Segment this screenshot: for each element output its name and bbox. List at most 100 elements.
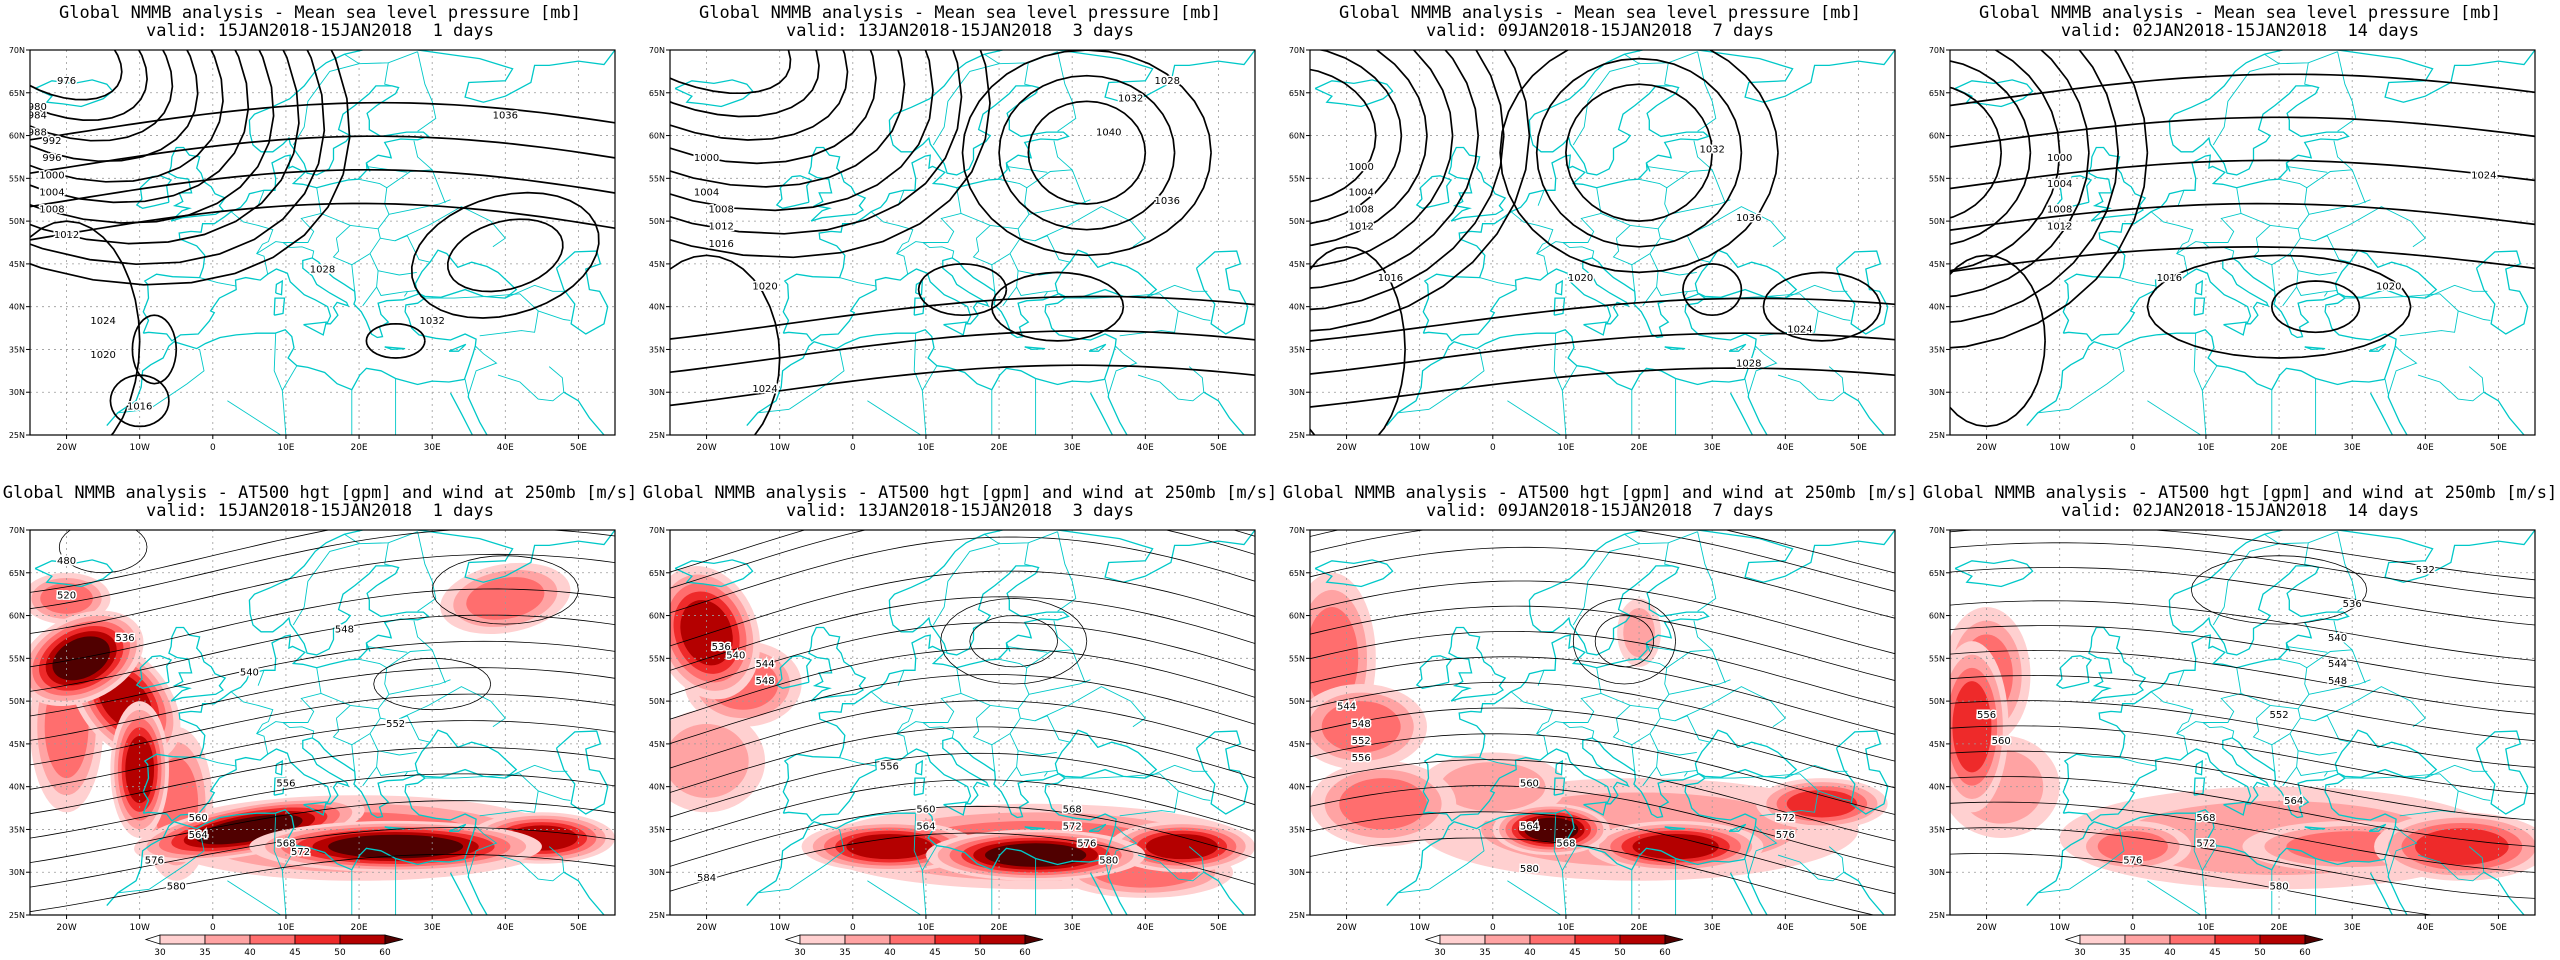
colorbar-tick-label: 45 (929, 948, 940, 958)
contour-line (670, 674, 1255, 744)
colorbar-swatch (2259, 934, 2306, 945)
map-panel: Global NMMB analysis - AT500 hgt [gpm] a… (640, 480, 1280, 960)
longitude-label: 10W (2050, 443, 2070, 453)
longitude-label: 0 (1490, 443, 1496, 453)
geopotential-contours (1310, 530, 1895, 915)
contour-line (30, 800, 615, 863)
contour-label: 1004 (694, 187, 719, 198)
longitude-label: 0 (210, 923, 216, 933)
map-panel: Global NMMB analysis - AT500 hgt [gpm] a… (1920, 480, 2560, 960)
contour-label: 560 (916, 804, 935, 815)
contour-line (670, 536, 1255, 614)
latitude-label: 70N (649, 526, 665, 535)
contour-label: 1032 (1699, 145, 1724, 156)
latitude-label: 55N (9, 654, 25, 663)
colorbar-tick-label: 30 (154, 948, 166, 958)
longitude-label: 10E (277, 923, 294, 933)
contour-line (1950, 675, 2535, 742)
map-background (1310, 50, 1895, 435)
contour-line (670, 648, 1255, 720)
contour-line (1310, 546, 1895, 619)
contour-line (969, 615, 1058, 668)
contour-label: 1020 (90, 350, 115, 361)
longitude-label: 30E (2344, 923, 2361, 933)
map-panel: Global NMMB analysis - AT500 hgt [gpm] a… (0, 480, 640, 960)
map-frame (669, 49, 1256, 436)
contour-label: 1028 (1736, 359, 1761, 370)
map-canvas: 532 536 540 544 548 552 556 560 564 568 572 576 580 2… (1929, 526, 2536, 958)
contour-line (431, 555, 579, 625)
longitude-label: 10W (1410, 923, 1430, 933)
panel-title: Global NMMB analysis - AT500 hgt [gpm] a… (1282, 483, 1918, 503)
latitude-label: 60N (9, 132, 25, 141)
colorbar-tick-label: 60 (1019, 948, 1031, 958)
latitude-label: 65N (649, 569, 665, 578)
contour-label: 580 (1099, 856, 1118, 867)
contour-label: 1020 (2376, 282, 2401, 293)
contour-label: 536 (712, 642, 731, 653)
colorbar-tick-label: 35 (2119, 948, 2130, 958)
latitude-label: 50N (1289, 217, 1305, 226)
longitude-label: 20W (1976, 443, 1996, 453)
contour-line (30, 50, 300, 245)
longitude-label: 10W (770, 443, 790, 453)
contour-label: 580 (1520, 864, 1539, 875)
latitude-label: 50N (9, 217, 25, 226)
contour-line (1950, 801, 2535, 873)
latitude-label: 70N (1929, 526, 1945, 535)
contour-label: 548 (1352, 719, 1371, 730)
colorbar-tick-label: 50 (974, 948, 986, 958)
latitude-label: 65N (9, 569, 25, 578)
colorbar-swatch (294, 934, 341, 945)
longitude-label: 10W (770, 923, 790, 933)
contour-line (670, 596, 1255, 671)
longitude-label: 20W (1336, 443, 1356, 453)
latitude-label: 25N (1289, 431, 1305, 440)
isobars (30, 50, 615, 435)
latitude-label: 25N (1929, 911, 1945, 920)
latitude-label: 70N (1289, 46, 1305, 55)
wind-speed-area (1321, 701, 1401, 753)
contour-label: 576 (1077, 839, 1096, 850)
contour-line (131, 314, 178, 385)
coastlines (1954, 50, 2535, 435)
contour-label: 1040 (1096, 128, 1121, 139)
map-canvas: 1000 1004 1008 1012 1016 1020 1024 1028 1032 1036… (649, 46, 1256, 453)
contour-line (1950, 776, 2535, 847)
latitude-label: 40N (1929, 303, 1945, 312)
contour-label: 1000 (39, 170, 64, 181)
longitude-label: 50E (2490, 443, 2507, 453)
contour-line (365, 322, 426, 359)
contour-line (1950, 827, 2535, 899)
panel-valid-range: valid: 15JAN2018-15JAN2018 1 days (146, 501, 494, 521)
longitude-label: 40E (1777, 443, 1794, 453)
longitude-label: 10E (1557, 923, 1574, 933)
latitude-label: 70N (1929, 46, 1945, 55)
contour-line (670, 700, 1255, 769)
contour-label: 536 (2343, 599, 2362, 610)
latitude-label: 40N (9, 303, 25, 312)
map-panel: Global NMMB analysis - Mean sea level pr… (640, 0, 1280, 480)
contour-line (30, 50, 326, 266)
latitude-label: 40N (9, 783, 25, 792)
contour-label: 580 (2270, 881, 2289, 892)
latitude-label: 25N (9, 911, 25, 920)
contour-line (940, 597, 1088, 685)
contour-line (670, 364, 1255, 407)
contour-line (1950, 530, 2535, 581)
contour-line (30, 746, 615, 815)
panel-valid-range: valid: 13JAN2018-15JAN2018 3 days (786, 21, 1134, 41)
contour-label: 1000 (694, 153, 719, 164)
longitude-label: 30E (1704, 923, 1721, 933)
colorbar-swatch (979, 934, 1026, 945)
contour-line (961, 50, 1212, 257)
contour-line (30, 773, 615, 839)
contour-line (1310, 707, 1895, 789)
contour-label: 1012 (1348, 222, 1373, 233)
contour-label: 1020 (1568, 273, 1593, 284)
isobars (670, 50, 1255, 435)
panel-title: Global NMMB analysis - AT500 hgt [gpm] a… (642, 483, 1278, 503)
contour-label: 1032 (419, 316, 444, 327)
latitude-label: 60N (649, 132, 665, 141)
contour-line (1310, 50, 1454, 268)
